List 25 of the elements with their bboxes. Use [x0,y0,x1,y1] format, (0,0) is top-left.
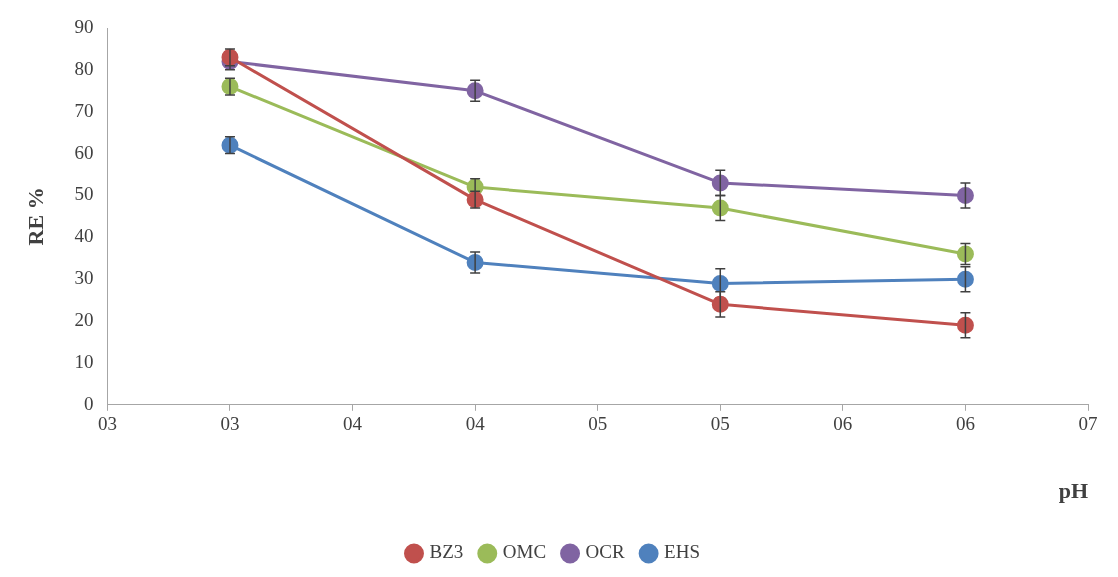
y-tick-label: 10 [74,350,94,372]
x-tick-label: 05 [588,413,608,435]
y-axis-title: RE % [22,187,48,246]
y-tick-label: 30 [74,267,94,289]
x-axis-title: pH [1058,478,1088,504]
x-tick-label: 06 [833,413,853,435]
y-tick-label: 80 [74,57,94,79]
legend-label: EHS [664,541,701,563]
y-tick-label: 0 [83,392,94,414]
y-tick-label: 20 [74,309,94,331]
legend-label: BZ3 [429,541,464,563]
x-tick-label: 05 [710,413,730,435]
x-tick-label: 03 [220,413,240,435]
x-tick-label: 04 [343,413,363,435]
x-tick-label: 06 [955,413,975,435]
legend-label: OCR [585,541,625,563]
y-tick-label: 50 [74,183,94,205]
y-tick-label: 90 [74,15,94,37]
y-tick-label: 60 [74,141,94,163]
y-tick-label: 40 [74,225,94,247]
x-tick-label: 07 [1078,413,1098,435]
x-tick-label: 04 [465,413,486,435]
x-tick-label: 03 [97,413,117,435]
legend-label: OMC [502,541,547,563]
y-tick-label: 70 [74,99,94,121]
